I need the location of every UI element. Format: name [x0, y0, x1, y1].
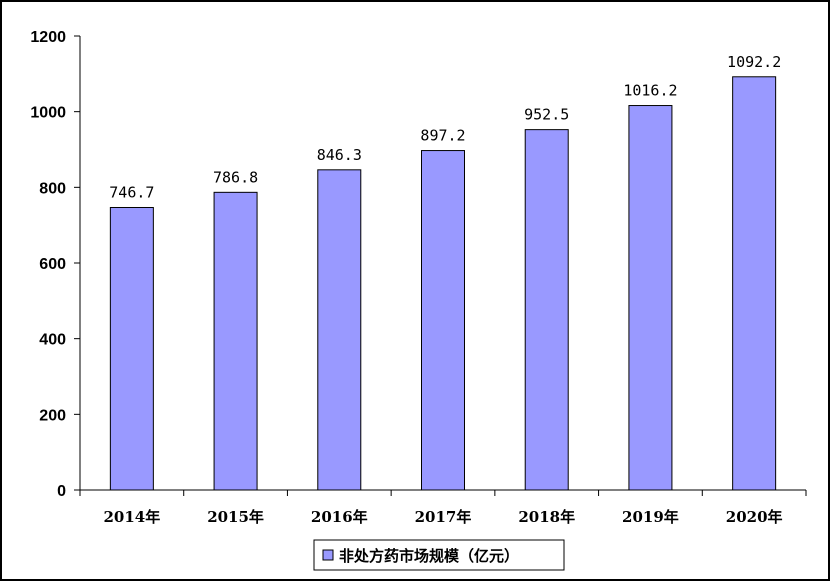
bar-series: [109, 76, 777, 491]
data-label: 897.2: [420, 127, 465, 145]
chart-axes: 0 200 400 600 800 1000 1200 2014年 2015年 2016年 2017…: [30, 29, 807, 526]
data-label: 1016.2: [623, 82, 677, 100]
y-tick-label: 600: [39, 256, 66, 273]
legend-box: [313, 539, 565, 571]
bar: [317, 169, 362, 491]
x-tick-label: 2016年: [311, 508, 368, 526]
x-tick-label: 2017年: [415, 508, 472, 526]
x-tick-label: 2018年: [518, 508, 575, 526]
data-label: 746.7: [109, 183, 154, 201]
x-tick-label: 2020年: [726, 508, 783, 526]
bar: [628, 105, 673, 491]
y-tick-label: 400: [39, 332, 66, 349]
bar: [732, 76, 777, 491]
bar: [421, 150, 465, 491]
y-tick-label: 1000: [30, 105, 66, 122]
data-label: 1092.2: [727, 53, 781, 71]
data-label: 952.5: [524, 106, 569, 124]
legend-entry-label: 非处方药市场规模（亿元）: [339, 547, 519, 565]
data-label: 846.3: [317, 146, 362, 164]
y-tick-label: 200: [39, 407, 66, 424]
bar: [213, 191, 258, 491]
y-tick-label: 1200: [30, 29, 66, 46]
data-labels: 746.7 786.8 846.3 897.2 952.5 1016.2 1092.2: [109, 53, 781, 202]
legend: 非处方药市场规模（亿元）: [313, 539, 565, 571]
y-tick-label: 800: [39, 180, 66, 197]
legend-swatch: [322, 549, 334, 561]
x-tick-label: 2014年: [103, 508, 160, 526]
bar: [524, 129, 569, 491]
y-tick-label: 0: [57, 483, 66, 500]
bar: [109, 206, 154, 491]
data-label: 786.8: [213, 168, 258, 186]
x-tick-label: 2019年: [622, 508, 679, 526]
x-tick-label: 2015年: [207, 508, 264, 526]
